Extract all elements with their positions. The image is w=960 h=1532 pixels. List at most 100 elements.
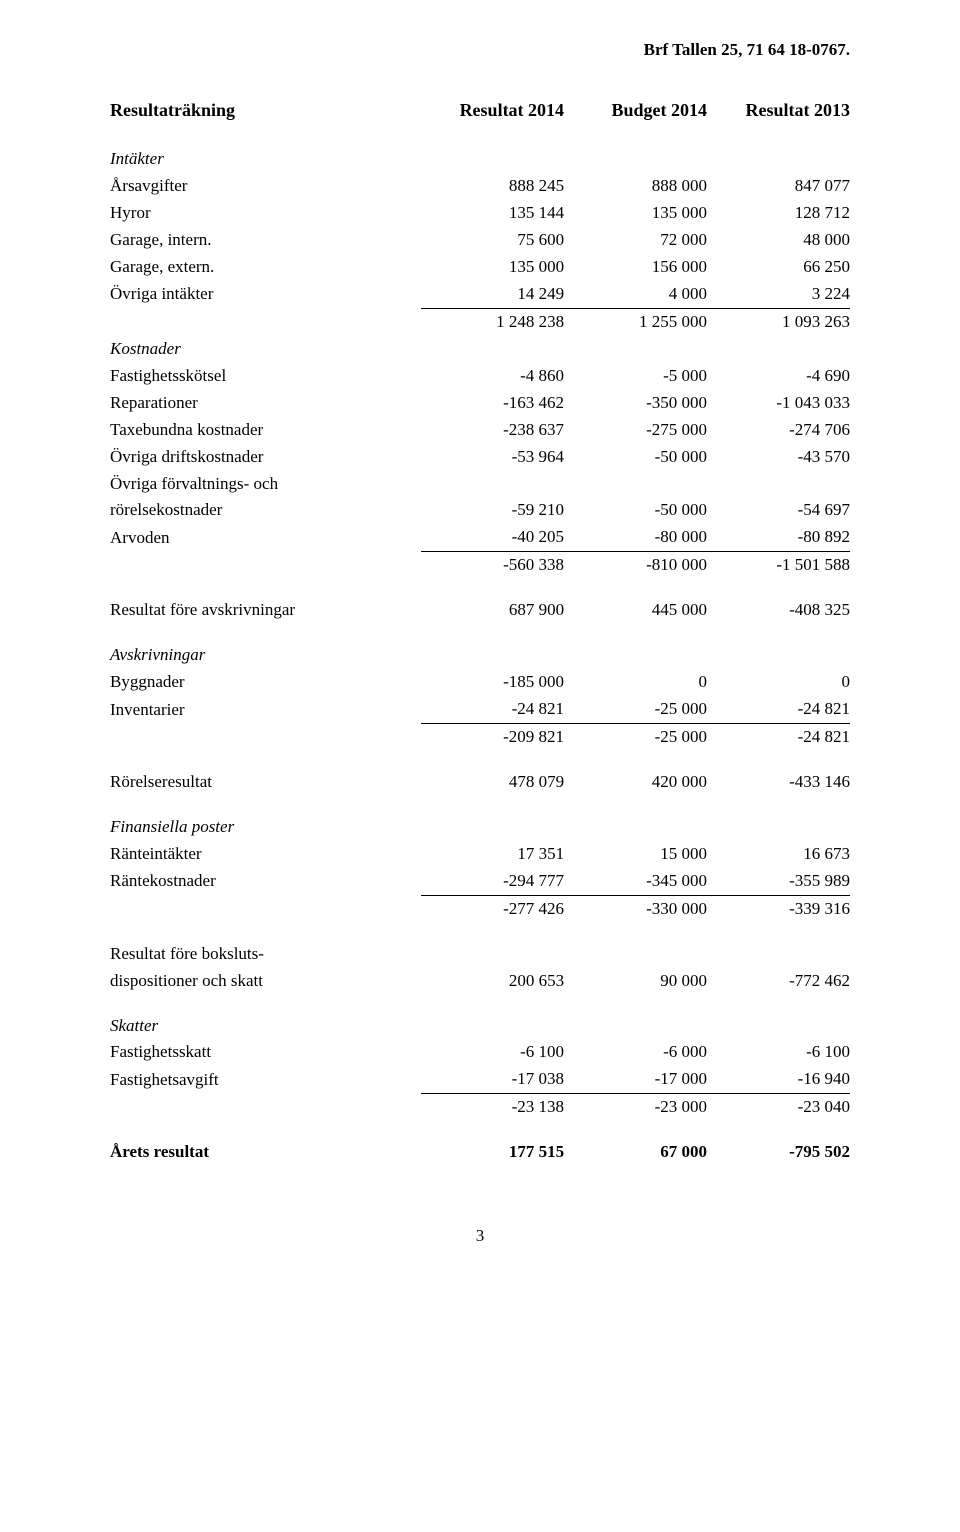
cell: -345 000 <box>564 868 707 895</box>
cell: 128 712 <box>707 200 850 227</box>
cell: 135 144 <box>421 200 564 227</box>
cell: 0 <box>564 669 707 696</box>
col-header-2: Budget 2014 <box>564 96 707 146</box>
table-row: Räntekostnader -294 777 -345 000 -355 98… <box>110 868 850 895</box>
cell: 17 351 <box>421 841 564 868</box>
row-label: Garage, extern. <box>110 254 421 281</box>
cell: -5 000 <box>564 363 707 390</box>
cell: -23 040 <box>707 1094 850 1121</box>
table-row: Taxebundna kostnader -238 637 -275 000 -… <box>110 417 850 444</box>
section-heading-fin: Finansiella poster <box>110 796 850 841</box>
row-label: Arvoden <box>110 524 421 551</box>
cell: -185 000 <box>421 669 564 696</box>
cell: -339 316 <box>707 895 850 922</box>
table-header-row: Resultaträkning Resultat 2014 Budget 201… <box>110 96 850 146</box>
cell: 135 000 <box>564 200 707 227</box>
row-label: Hyror <box>110 200 421 227</box>
cell: -24 821 <box>707 696 850 723</box>
cell: -163 462 <box>421 390 564 417</box>
cell: -355 989 <box>707 868 850 895</box>
cell: 1 093 263 <box>707 308 850 335</box>
cell: -238 637 <box>421 417 564 444</box>
table-row: Garage, intern. 75 600 72 000 48 000 <box>110 227 850 254</box>
heading-label: Kostnader <box>110 336 421 363</box>
year-result-row: Årets resultat 177 515 67 000 -795 502 <box>110 1121 850 1166</box>
heading-label: Avskrivningar <box>110 624 421 669</box>
cell: -274 706 <box>707 417 850 444</box>
section-heading-intakter: Intäkter <box>110 146 850 173</box>
title: Resultaträkning <box>110 96 421 146</box>
row-label: Årsavgifter <box>110 173 421 200</box>
cell: 72 000 <box>564 227 707 254</box>
cell: -560 338 <box>421 552 564 579</box>
result-before-closing-line1: Resultat före boksluts- <box>110 923 850 968</box>
cell: -17 038 <box>421 1066 564 1093</box>
table-row: Inventarier -24 821 -25 000 -24 821 <box>110 696 850 723</box>
cell: 3 224 <box>707 281 850 308</box>
result-before-depr-row: Resultat före avskrivningar 687 900 445 … <box>110 579 850 624</box>
cell: 847 077 <box>707 173 850 200</box>
row-label: Fastighetsskötsel <box>110 363 421 390</box>
cell: -6 100 <box>421 1039 564 1066</box>
row-label: Räntekostnader <box>110 868 421 895</box>
subtotal-row: -560 338 -810 000 -1 501 588 <box>110 552 850 579</box>
income-statement-table: Resultaträkning Resultat 2014 Budget 201… <box>110 96 850 1166</box>
row-label: Årets resultat <box>110 1121 421 1166</box>
cell: -17 000 <box>564 1066 707 1093</box>
row-label: Reparationer <box>110 390 421 417</box>
cell: 420 000 <box>564 751 707 796</box>
table-row: Hyror 135 144 135 000 128 712 <box>110 200 850 227</box>
cell: -25 000 <box>564 724 707 751</box>
cell: -50 000 <box>564 497 707 524</box>
table-row: rörelsekostnader -59 210 -50 000 -54 697 <box>110 497 850 524</box>
table-row: Fastighetsavgift -17 038 -17 000 -16 940 <box>110 1066 850 1093</box>
cell: -6 000 <box>564 1039 707 1066</box>
cell: -53 964 <box>421 444 564 471</box>
subtotal-row: -277 426 -330 000 -339 316 <box>110 895 850 922</box>
cell: -294 777 <box>421 868 564 895</box>
document-header: Brf Tallen 25, 71 64 18-0767. <box>110 40 850 60</box>
row-label-line2: rörelsekostnader <box>110 497 421 524</box>
cell: -24 821 <box>707 724 850 751</box>
cell: 48 000 <box>707 227 850 254</box>
cell: 15 000 <box>564 841 707 868</box>
page-number: 3 <box>110 1226 850 1246</box>
row-label: Taxebundna kostnader <box>110 417 421 444</box>
row-label-line1: Övriga förvaltnings- och <box>110 471 421 498</box>
cell: -795 502 <box>707 1121 850 1166</box>
cell: -25 000 <box>564 696 707 723</box>
cell: -16 940 <box>707 1066 850 1093</box>
table-row: Årsavgifter 888 245 888 000 847 077 <box>110 173 850 200</box>
section-heading-kostnader: Kostnader <box>110 336 850 363</box>
row-label: Resultat före avskrivningar <box>110 579 421 624</box>
cell: -350 000 <box>564 390 707 417</box>
section-heading-avskr: Avskrivningar <box>110 624 850 669</box>
section-heading-skatter: Skatter <box>110 995 850 1040</box>
heading-label: Intäkter <box>110 146 421 173</box>
table-row: Ränteintäkter 17 351 15 000 16 673 <box>110 841 850 868</box>
table-row: Fastighetsskötsel -4 860 -5 000 -4 690 <box>110 363 850 390</box>
row-label: Rörelseresultat <box>110 751 421 796</box>
cell: -4 860 <box>421 363 564 390</box>
page: Brf Tallen 25, 71 64 18-0767. Resultaträ… <box>0 0 960 1286</box>
cell: 156 000 <box>564 254 707 281</box>
cell: 888 245 <box>421 173 564 200</box>
table-row: Garage, extern. 135 000 156 000 66 250 <box>110 254 850 281</box>
cell: -772 462 <box>707 968 850 995</box>
cell: 177 515 <box>421 1121 564 1166</box>
row-label-line2: dispositioner och skatt <box>110 968 421 995</box>
cell: 4 000 <box>564 281 707 308</box>
cell: 67 000 <box>564 1121 707 1166</box>
subtotal-row: -209 821 -25 000 -24 821 <box>110 724 850 751</box>
cell: -24 821 <box>421 696 564 723</box>
result-before-closing-row: dispositioner och skatt 200 653 90 000 -… <box>110 968 850 995</box>
table-row: Reparationer -163 462 -350 000 -1 043 03… <box>110 390 850 417</box>
row-label: Garage, intern. <box>110 227 421 254</box>
cell: 200 653 <box>421 968 564 995</box>
cell: 687 900 <box>421 579 564 624</box>
cell: -1 501 588 <box>707 552 850 579</box>
table-row: Byggnader -185 000 0 0 <box>110 669 850 696</box>
row-label: Byggnader <box>110 669 421 696</box>
cell: -40 205 <box>421 524 564 551</box>
heading-label: Finansiella poster <box>110 796 421 841</box>
